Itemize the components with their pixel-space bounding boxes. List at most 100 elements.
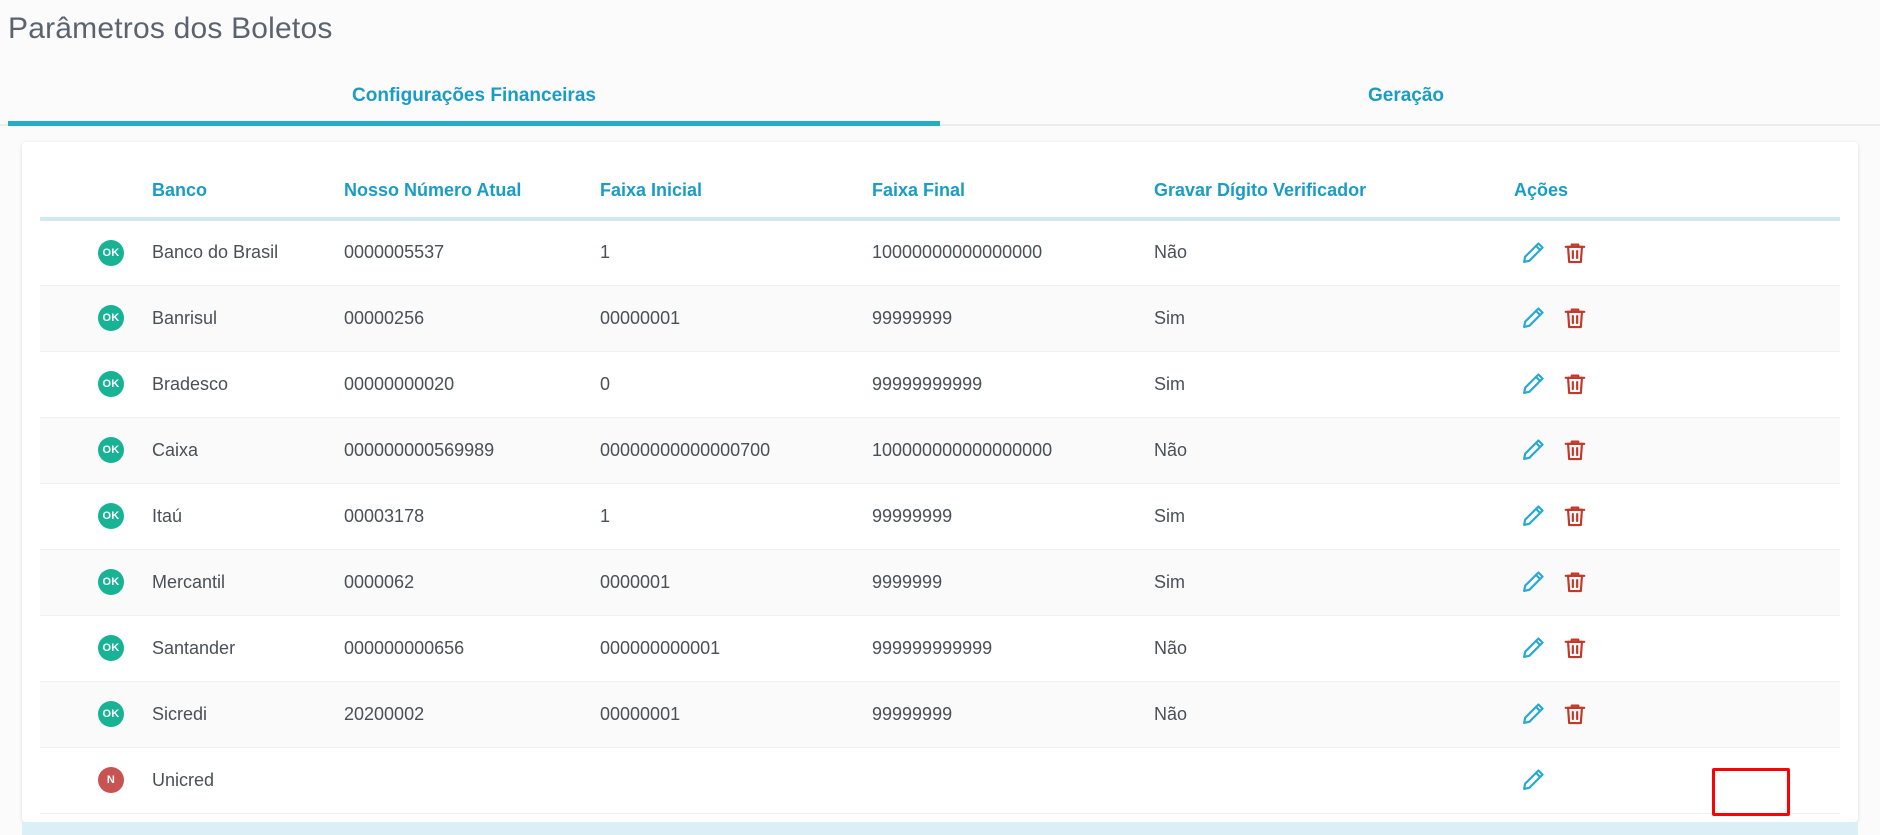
row-status-cell: OK [40,549,152,616]
trash-icon [1562,503,1588,529]
column-header-faixa-final: Faixa Final [872,142,1154,221]
edit-row-button[interactable] [1518,435,1548,465]
cell-acoes [1514,483,1840,550]
tab-configuracoes-financeiras[interactable]: Configurações Financeiras [352,85,596,106]
column-header-acoes: Ações [1514,142,1840,221]
cell-faixa-inicial: 1 [600,483,872,550]
cell-banco: Unicred [152,747,344,814]
edit-row-button[interactable] [1518,369,1548,399]
column-header-faixa-inicial: Faixa Inicial [600,142,872,221]
delete-row-button[interactable] [1560,369,1590,399]
pencil-icon [1520,767,1546,793]
tab-bar: Configurações Financeiras Geração [0,68,1880,128]
cell-banco: Mercantil [152,549,344,616]
edit-row-button[interactable] [1518,633,1548,663]
cell-faixa-inicial: 0 [600,351,872,418]
trash-icon [1562,240,1588,266]
delete-row-button[interactable] [1560,238,1590,268]
table-row: OK Banco do Brasil 0000005537 1 100000000000… [40,219,1840,286]
cell-gravar-digito-verificador [1154,747,1514,814]
cell-banco: Banco do Brasil [152,219,344,286]
delete-row-button[interactable] [1560,567,1590,597]
tab-underline-track [0,124,1880,126]
cell-faixa-inicial: 00000001 [600,681,872,748]
cell-faixa-final: 100000000000000000 [872,417,1154,484]
edit-row-button[interactable] [1518,765,1548,795]
pencil-icon [1520,240,1546,266]
cell-banco: Santander [152,615,344,682]
status-ok-badge: OK [98,635,124,661]
row-status-cell: OK [40,483,152,550]
cell-faixa-inicial: 0000001 [600,549,872,616]
cell-nosso-numero-atual: 0000062 [344,549,600,616]
pencil-icon [1520,503,1546,529]
delete-row-button[interactable] [1560,501,1590,531]
delete-row-button[interactable] [1560,303,1590,333]
active-tab-indicator [8,121,940,126]
edit-row-button[interactable] [1518,699,1548,729]
cell-gravar-digito-verificador: Não [1154,417,1514,484]
delete-row-button[interactable] [1560,435,1590,465]
cell-nosso-numero-atual: 00000000020 [344,351,600,418]
cell-faixa-inicial [600,747,872,814]
cell-faixa-final: 10000000000000000 [872,219,1154,286]
cell-banco: Banrisul [152,285,344,352]
status-ok-badge: OK [98,701,124,727]
cell-faixa-final: 99999999999 [872,351,1154,418]
cell-gravar-digito-verificador: Sim [1154,483,1514,550]
status-ok-badge: OK [98,371,124,397]
status-ok-badge: OK [98,239,124,266]
trash-icon [1562,371,1588,397]
row-status-cell: OK [40,417,152,484]
cell-faixa-inicial: 000000000001 [600,615,872,682]
status-ok-badge: OK [98,503,124,529]
delete-row-button[interactable] [1560,699,1590,729]
cell-acoes [1514,219,1840,286]
cell-faixa-final [872,747,1154,814]
column-header-gravar-digito-verificador: Gravar Dígito Verificador [1154,142,1514,221]
cell-faixa-inicial: 1 [600,219,872,286]
cell-acoes [1514,549,1840,616]
table-row: OK Sicredi 20200002 00000001 99999999 Não [40,681,1840,748]
cell-banco: Caixa [152,417,344,484]
edit-row-button[interactable] [1518,303,1548,333]
cell-gravar-digito-verificador: Sim [1154,549,1514,616]
cell-acoes [1514,681,1840,748]
cell-gravar-digito-verificador: Não [1154,681,1514,748]
cell-banco: Sicredi [152,681,344,748]
trash-icon [1562,569,1588,595]
card-bottom-strip [22,822,1858,835]
row-status-cell: N [40,747,152,814]
edit-row-button[interactable] [1518,238,1548,268]
cell-faixa-final: 99999999 [872,483,1154,550]
status-ok-badge: OK [98,569,124,595]
cell-nosso-numero-atual: 000000000569989 [344,417,600,484]
cell-faixa-final: 9999999 [872,549,1154,616]
status-ok-badge: OK [98,437,124,463]
cell-faixa-final: 99999999 [872,681,1154,748]
trash-icon [1562,305,1588,331]
table-header-row: Banco Nosso Número Atual Faixa Inicial F… [40,142,1840,221]
cell-faixa-inicial: 00000001 [600,285,872,352]
cell-acoes [1514,747,1840,814]
column-header-banco: Banco [152,142,344,221]
table-row: OK Bradesco 00000000020 0 99999999999 Sim [40,351,1840,418]
cell-gravar-digito-verificador: Não [1154,219,1514,286]
edit-row-button[interactable] [1518,501,1548,531]
row-status-cell: OK [40,681,152,748]
edit-row-button[interactable] [1518,567,1548,597]
table-row: OK Mercantil 0000062 0000001 9999999 Sim [40,549,1840,616]
bank-parameters-table: Banco Nosso Número Atual Faixa Inicial F… [40,142,1840,814]
page-title: Parâmetros dos Boletos [8,12,333,45]
pencil-icon [1520,701,1546,727]
cell-nosso-numero-atual: 0000005537 [344,219,600,286]
cell-banco: Bradesco [152,351,344,418]
cell-nosso-numero-atual: 00003178 [344,483,600,550]
delete-row-button[interactable] [1560,633,1590,663]
tab-geracao[interactable]: Geração [1367,85,1445,106]
cell-gravar-digito-verificador: Não [1154,615,1514,682]
column-header-status [40,142,152,221]
table-row: N Unicred [40,747,1840,814]
status-n-badge: N [98,767,124,793]
